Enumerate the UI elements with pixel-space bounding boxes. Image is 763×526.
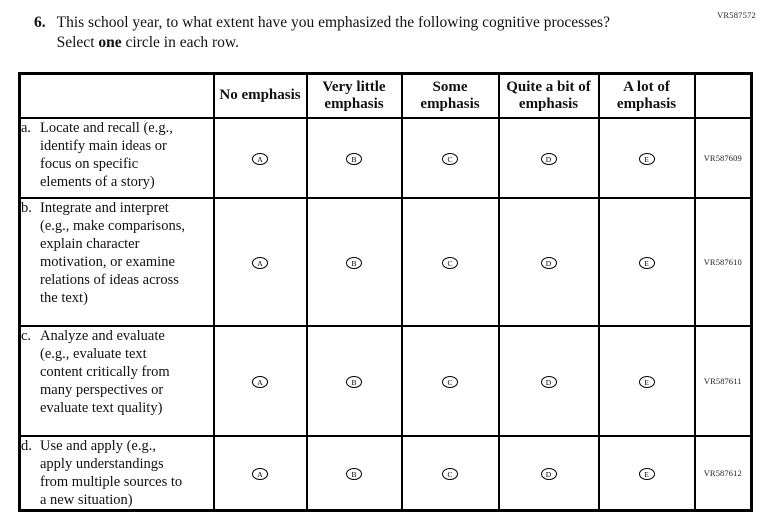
answer-cell[interactable]: C — [400, 324, 500, 437]
answer-bubble-e[interactable]: E — [638, 468, 655, 481]
question-6: 6. This school year, to what extent have… — [34, 13, 623, 53]
answer-cell[interactable]: E — [597, 116, 696, 199]
answer-bubble-b[interactable]: B — [346, 257, 362, 270]
answer-cell[interactable]: C — [400, 116, 500, 199]
answer-cell[interactable]: D — [497, 116, 600, 199]
row-label-cell: a. Locate and recall (e.g., identify mai… — [18, 116, 215, 199]
answer-bubble-c[interactable]: C — [442, 468, 458, 481]
answer-cell[interactable]: A — [212, 116, 308, 199]
answer-bubble-e[interactable]: E — [638, 376, 655, 389]
answer-bubble-e[interactable]: E — [638, 153, 655, 166]
answer-cell[interactable]: C — [400, 196, 500, 327]
row-label: Locate and recall (e.g., identify main i… — [40, 119, 173, 190]
answer-cell[interactable]: A — [212, 196, 308, 327]
row-letter: c. — [21, 327, 32, 344]
question-text-after: circle in each row. — [121, 34, 239, 51]
answer-bubble-d[interactable]: D — [540, 257, 557, 270]
form-code: VR587572 — [717, 10, 756, 20]
answer-cell[interactable]: B — [305, 116, 403, 199]
answer-bubble-d[interactable]: D — [540, 468, 557, 481]
answer-bubble-a[interactable]: A — [252, 153, 268, 166]
table-row-analyze-and-evaluate: c. Analyze and evaluate (e.g., evaluate … — [18, 324, 753, 437]
question-text-before: This school year, to what extent have yo… — [56, 14, 610, 51]
answer-bubble-b[interactable]: B — [346, 468, 362, 481]
row-letter: a. — [21, 119, 32, 136]
row-label: Integrate and interpret (e.g., make comp… — [40, 199, 185, 306]
row-code: VR587609 — [693, 116, 753, 199]
answer-cell[interactable]: D — [497, 196, 600, 327]
answer-cell[interactable]: A — [212, 434, 308, 511]
answer-cell[interactable]: E — [597, 196, 696, 327]
question-bold-word: one — [98, 34, 122, 51]
header-blank — [18, 72, 215, 119]
header-no-emphasis: No emphasis — [212, 72, 308, 119]
emphasis-matrix-table: No emphasis Very little emphasis Some em… — [18, 72, 753, 512]
answer-cell[interactable]: B — [305, 434, 403, 511]
answer-bubble-b[interactable]: B — [346, 376, 362, 389]
answer-cell[interactable]: E — [597, 324, 696, 437]
answer-bubble-a[interactable]: A — [252, 257, 268, 270]
answer-bubble-b[interactable]: B — [346, 153, 362, 166]
row-label: Analyze and evaluate (e.g., evaluate tex… — [40, 327, 170, 416]
answer-cell[interactable]: B — [305, 196, 403, 327]
answer-cell[interactable]: B — [305, 324, 403, 437]
header-very-little-emphasis: Very little emphasis — [305, 72, 403, 119]
answer-bubble-c[interactable]: C — [442, 376, 458, 389]
row-letter: d. — [21, 437, 32, 454]
question-text: This school year, to what extent have yo… — [57, 13, 623, 53]
row-label-cell: b. Integrate and interpret (e.g., make c… — [18, 196, 215, 327]
answer-cell[interactable]: D — [497, 434, 600, 511]
table-row-use-and-apply: d. Use and apply (e.g., apply understand… — [18, 434, 753, 511]
row-letter: b. — [21, 199, 32, 216]
table-row-integrate-and-interpret: b. Integrate and interpret (e.g., make c… — [18, 196, 753, 327]
answer-bubble-d[interactable]: D — [540, 153, 557, 166]
header-quite-a-bit-of-emphasis: Quite a bit of emphasis — [497, 72, 600, 119]
header-code-blank — [693, 72, 753, 119]
header-some-emphasis: Some emphasis — [400, 72, 500, 119]
header-a-lot-of-emphasis: A lot of emphasis — [597, 72, 696, 119]
answer-cell[interactable]: A — [212, 324, 308, 437]
answer-bubble-c[interactable]: C — [442, 257, 458, 270]
table-row-locate-and-recall: a. Locate and recall (e.g., identify mai… — [18, 116, 753, 199]
question-number: 6. — [34, 14, 46, 31]
row-label-cell: d. Use and apply (e.g., apply understand… — [18, 434, 215, 511]
answer-cell[interactable]: C — [400, 434, 500, 511]
answer-cell[interactable]: D — [497, 324, 600, 437]
answer-bubble-c[interactable]: C — [442, 153, 458, 166]
answer-bubble-a[interactable]: A — [252, 376, 268, 389]
answer-bubble-d[interactable]: D — [540, 376, 557, 389]
row-code: VR587612 — [693, 434, 753, 511]
row-label: Use and apply (e.g., apply understanding… — [40, 437, 183, 508]
answer-bubble-e[interactable]: E — [638, 257, 655, 270]
answer-cell[interactable]: E — [597, 434, 696, 511]
row-label-cell: c. Analyze and evaluate (e.g., evaluate … — [18, 324, 215, 437]
header-row: No emphasis Very little emphasis Some em… — [18, 72, 753, 119]
row-code: VR587611 — [693, 324, 753, 437]
answer-bubble-a[interactable]: A — [252, 468, 268, 481]
row-code: VR587610 — [693, 196, 753, 327]
